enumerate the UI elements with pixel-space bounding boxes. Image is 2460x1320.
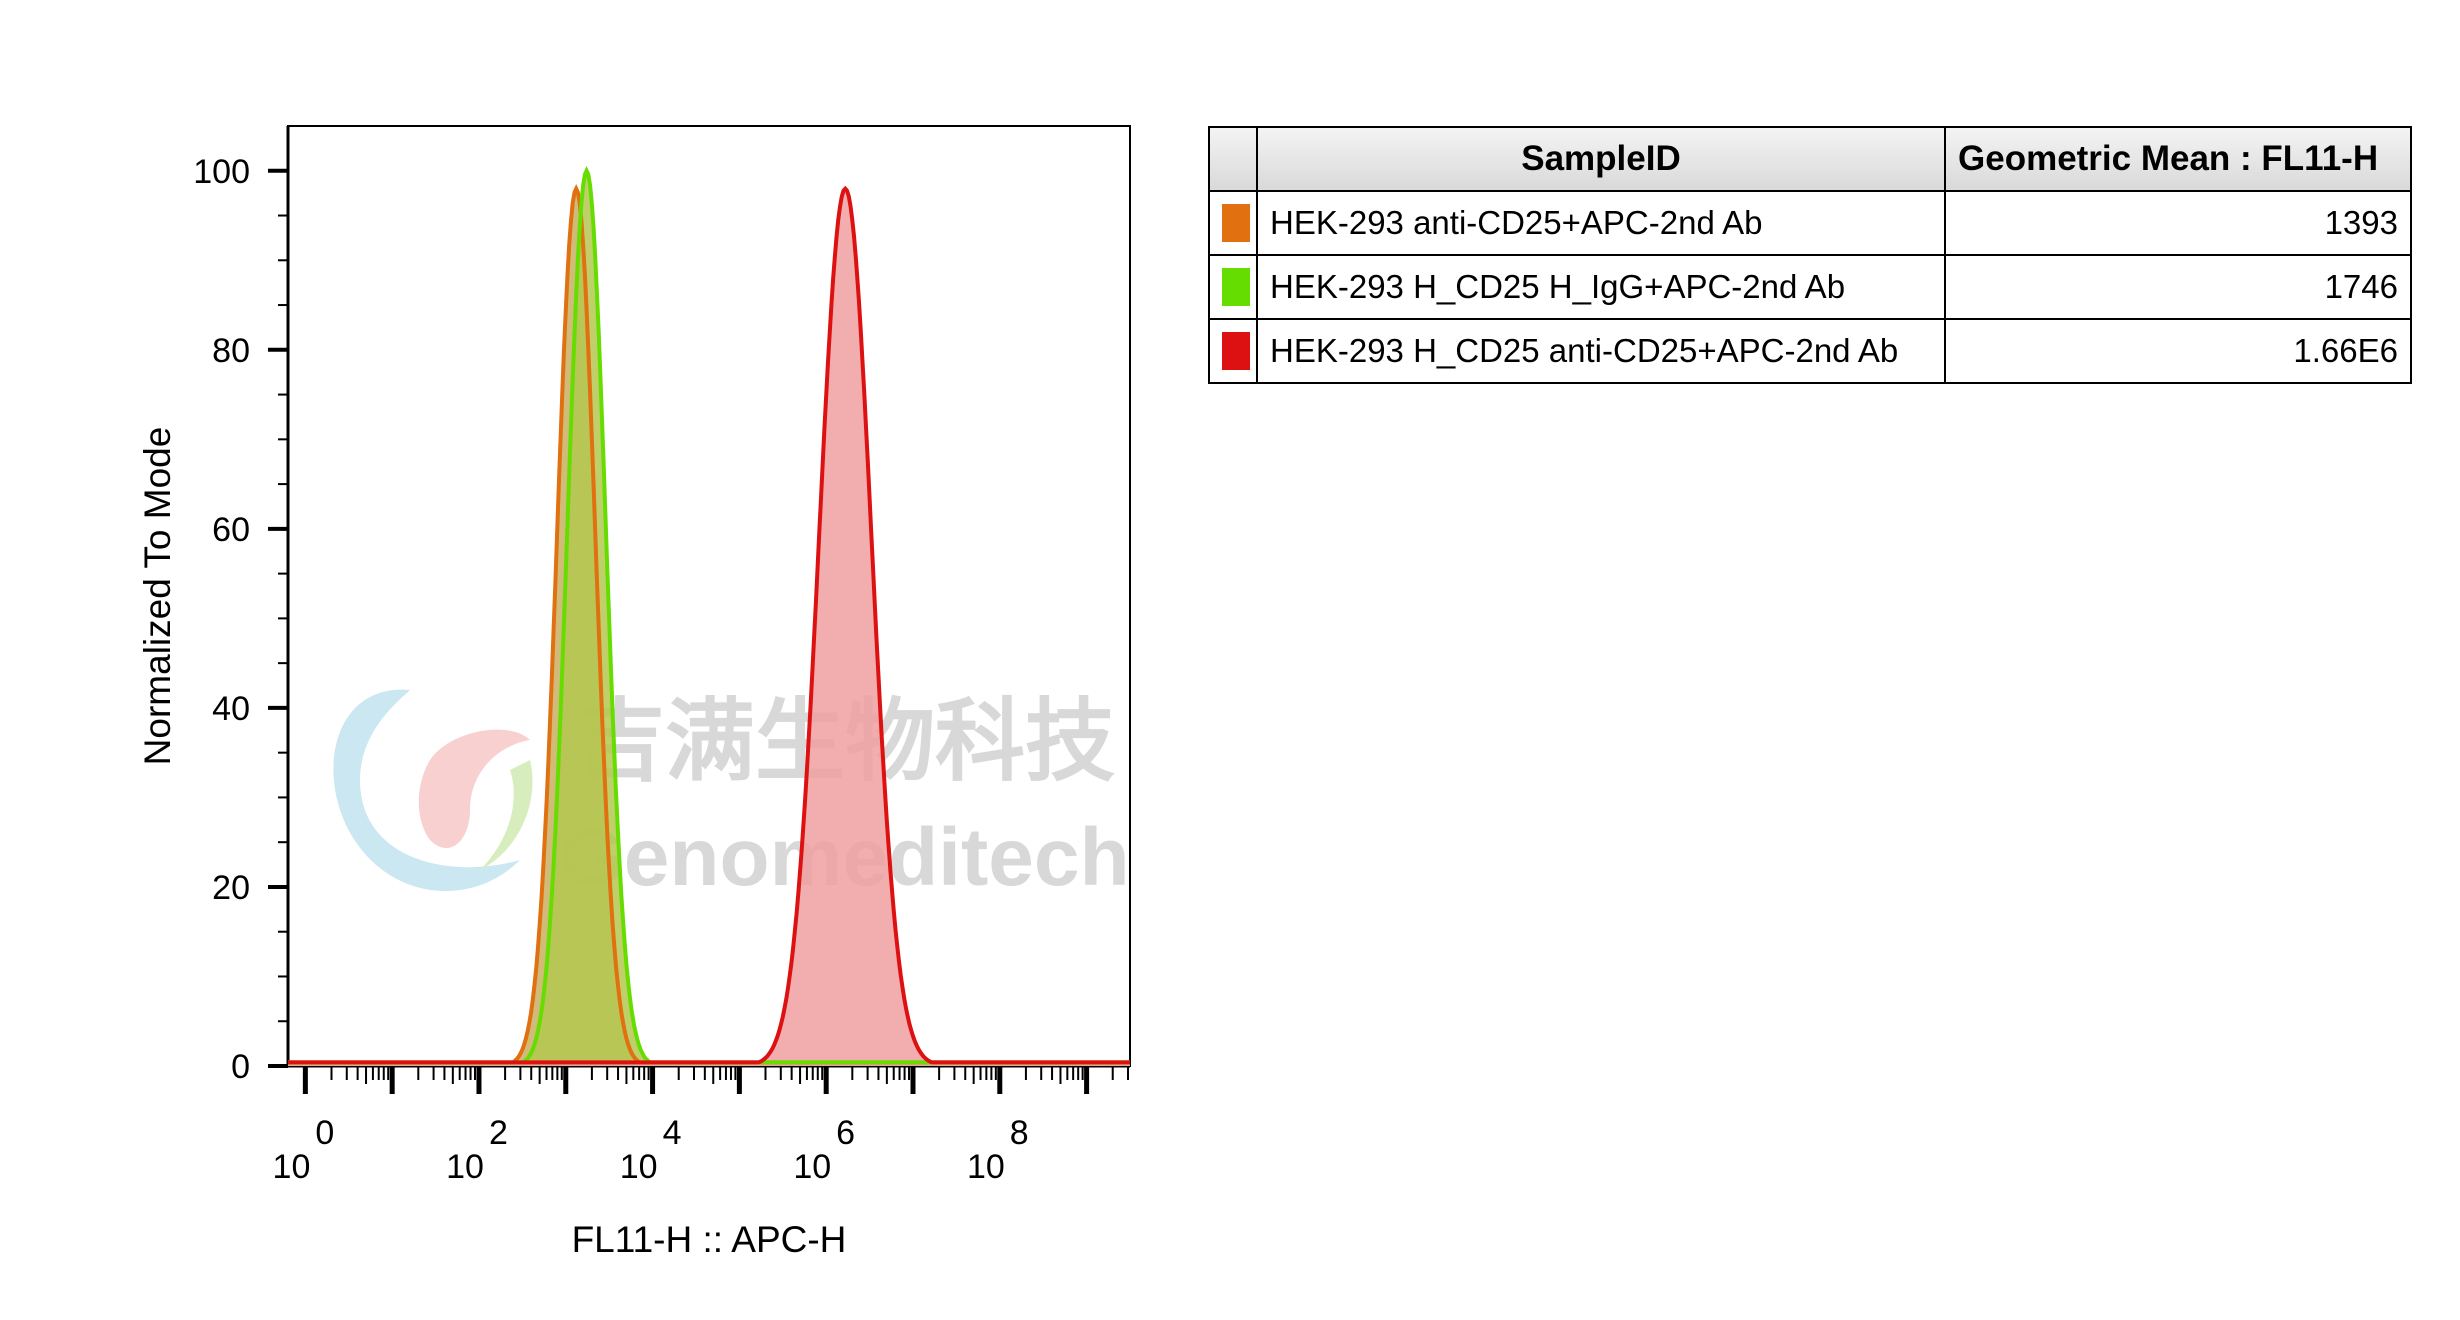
x-tick-label-base: 10 — [793, 1148, 831, 1186]
color-swatch — [1222, 332, 1250, 370]
series-fill-2 — [288, 170, 1130, 1067]
sampleid-header: SampleID — [1256, 126, 1946, 192]
table-header-row: SampleID Geometric Mean : FL11-H — [1208, 126, 2412, 192]
swatch-header — [1208, 126, 1258, 192]
x-tick-label-base: 10 — [967, 1148, 1005, 1186]
x-tick-label-exponent: 6 — [836, 1114, 855, 1152]
geometric-mean-cell: 1.66E6 — [1944, 318, 2412, 384]
x-tick-label-base: 10 — [446, 1148, 484, 1186]
geometric-mean-cell: 1393 — [1944, 190, 2412, 256]
y-axis-label: Normalized To Mode — [137, 427, 178, 766]
geometric-mean-cell: 1746 — [1944, 254, 2412, 320]
geometric-mean-header: Geometric Mean : FL11-H — [1944, 126, 2412, 192]
x-tick-label-exponent: 8 — [1010, 1114, 1029, 1152]
table-row: HEK-293 H_CD25 H_IgG+APC-2nd Ab 1746 — [1208, 254, 2412, 320]
y-tick-label: 60 — [212, 511, 250, 549]
swatch-cell — [1208, 254, 1258, 320]
swatch-cell — [1208, 190, 1258, 256]
table-row: HEK-293 H_CD25 anti-CD25+APC-2nd Ab 1.66… — [1208, 318, 2412, 384]
x-tick-label-base: 10 — [620, 1148, 658, 1186]
x-tick-label-exponent: 0 — [315, 1114, 334, 1152]
series-fill-3 — [288, 188, 1130, 1066]
sample-table: SampleID Geometric Mean : FL11-H HEK-293… — [1208, 126, 2412, 384]
series-line-1 — [288, 184, 1130, 1065]
y-tick-label: 0 — [231, 1048, 250, 1086]
table-row: HEK-293 anti-CD25+APC-2nd Ab 1393 — [1208, 190, 2412, 256]
series-line-2 — [288, 166, 1130, 1065]
y-tick-label: 40 — [212, 690, 250, 728]
series-fill-1 — [288, 188, 1130, 1066]
swatch-cell — [1208, 318, 1258, 384]
x-axis-label: FL11-H :: APC-H — [572, 1219, 847, 1260]
x-tick-label-exponent: 2 — [489, 1114, 508, 1152]
plot-area-frame — [287, 125, 1131, 1067]
sample-id-cell: HEK-293 H_CD25 H_IgG+APC-2nd Ab — [1256, 254, 1946, 320]
x-tick-label-base: 10 — [273, 1148, 311, 1186]
color-swatch — [1222, 204, 1250, 242]
y-axis-ticks: 0 20 40 60 80 100 — [193, 153, 288, 1086]
series-line-3 — [288, 185, 1130, 1065]
sample-id-cell: HEK-293 H_CD25 anti-CD25+APC-2nd Ab — [1256, 318, 1946, 384]
series-layer — [288, 166, 1130, 1067]
y-tick-label: 20 — [212, 869, 250, 907]
sample-id-cell: HEK-293 anti-CD25+APC-2nd Ab — [1256, 190, 1946, 256]
y-tick-label: 80 — [212, 332, 250, 370]
x-tick-label-exponent: 4 — [663, 1114, 682, 1152]
color-swatch — [1222, 268, 1250, 306]
y-tick-label: 100 — [193, 153, 250, 191]
watermark-logo — [333, 689, 533, 891]
